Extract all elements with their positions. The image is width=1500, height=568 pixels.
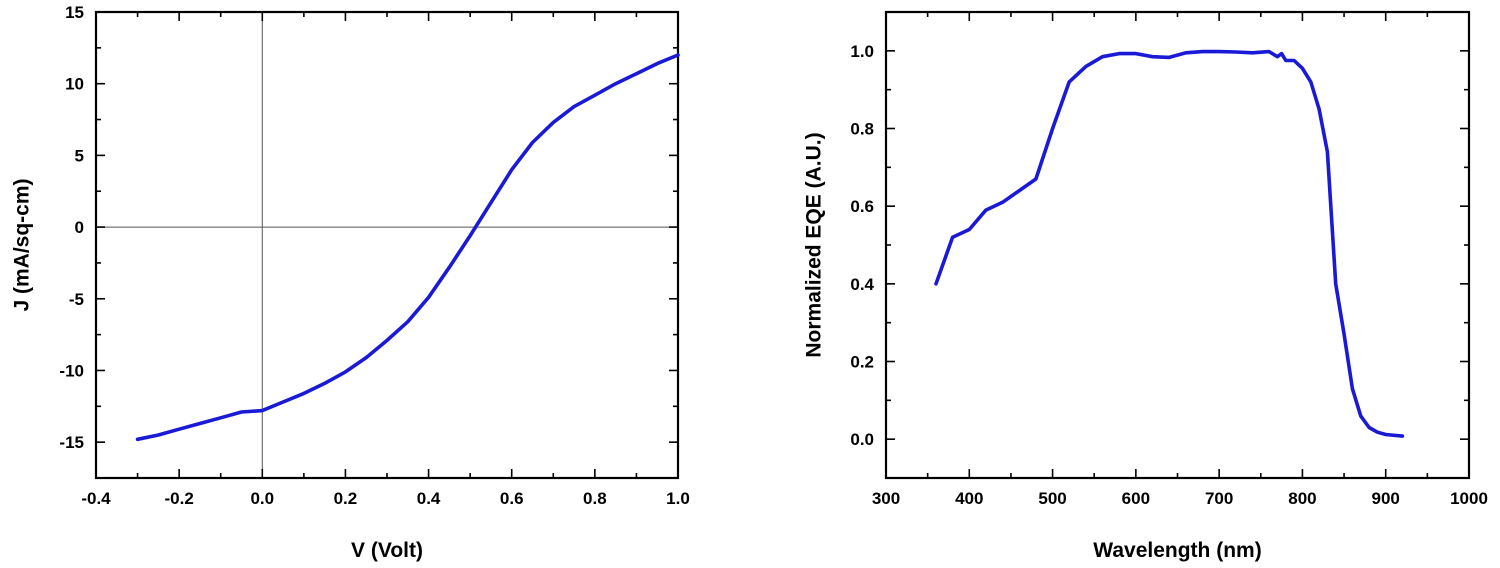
y-tick-label: 15 xyxy=(65,3,84,22)
jv-curve xyxy=(135,53,680,442)
x-tick-label: 500 xyxy=(1038,489,1066,508)
x-tick-label: 0.4 xyxy=(417,489,441,508)
y-tick-label: 1.0 xyxy=(850,42,874,61)
x-tick-label: 300 xyxy=(872,489,900,508)
y-tick-label: 0.6 xyxy=(850,197,874,216)
y-tick-label: -10 xyxy=(59,361,84,380)
y-tick-label: -15 xyxy=(59,433,84,452)
eqe-chart: 300 400 500 600 700 800 900 1000 0.0 0.2 0.4 0.6 0.8… xyxy=(803,10,1488,562)
x-tick-label: 1000 xyxy=(1450,489,1488,508)
y-tick-label: 0.0 xyxy=(850,430,874,449)
y-axis-title: J (mA/sq-cm) xyxy=(11,178,34,311)
plot-frame xyxy=(94,10,680,480)
y-tick-label: 5 xyxy=(75,146,84,165)
x-axis-title: V (Volt) xyxy=(351,539,423,562)
jv-chart: -0.4 -0.2 0.0 0.2 0.4 0.6 0.8 1.0 -15 -10 -5 0 5 10 15… xyxy=(11,3,690,562)
x-tick-label: 0.8 xyxy=(583,489,607,508)
x-tick-label: 700 xyxy=(1205,489,1233,508)
x-tick-label: 1.0 xyxy=(666,489,690,508)
x-tick-label: -0.2 xyxy=(164,489,193,508)
x-tick-label: 400 xyxy=(955,489,983,508)
x-tick-label: 600 xyxy=(1122,489,1150,508)
x-tick-label: 800 xyxy=(1288,489,1316,508)
x-tick-label: 0.0 xyxy=(250,489,274,508)
x-tick-label: -0.4 xyxy=(81,489,111,508)
eqe-curve xyxy=(934,49,1405,438)
x-tick-label: 0.2 xyxy=(334,489,358,508)
y-tick-label: 0.4 xyxy=(850,275,874,294)
plot-frame xyxy=(884,10,1471,480)
y-tick-label: 0 xyxy=(75,218,84,237)
y-tick-label: 0.8 xyxy=(850,120,874,139)
y-tick-label: -5 xyxy=(69,290,84,309)
y-tick-label: 0.2 xyxy=(850,353,874,372)
x-axis-title: Wavelength (nm) xyxy=(1093,539,1261,562)
y-axis-title: Normalized EQE (A.U.) xyxy=(803,132,826,357)
x-tick-label: 0.6 xyxy=(500,489,524,508)
y-tick-label: 10 xyxy=(65,75,84,94)
x-tick-label: 900 xyxy=(1372,489,1400,508)
